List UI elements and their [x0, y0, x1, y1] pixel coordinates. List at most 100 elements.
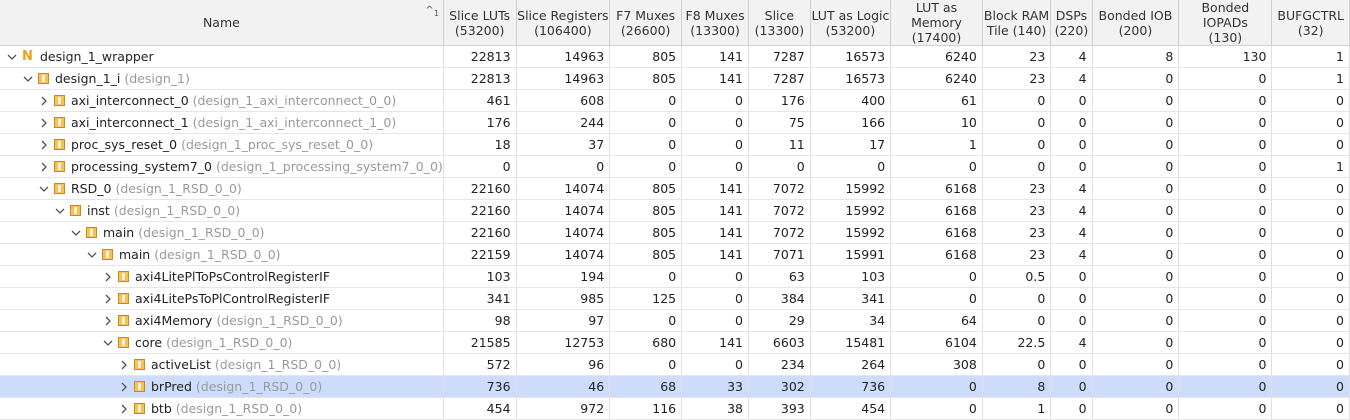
- name-cell[interactable]: axi4LitePsToPlControlRegisterIF: [0, 287, 444, 310]
- table-row[interactable]: activeList (design_1_RSD_0_0) 572 96 0 0 234 26…: [0, 353, 1350, 376]
- module-name: (design_1_RSD_0_0): [195, 379, 323, 394]
- chevron-down-icon[interactable]: [5, 52, 19, 62]
- instance-icon: [118, 337, 129, 348]
- column-header-bufgctrl[interactable]: BUFGCTRL (32): [1271, 0, 1350, 46]
- column-header-block-ram[interactable]: Block RAM Tile (140): [982, 0, 1052, 46]
- column-header-f8-muxes[interactable]: F8 Muxes (13300): [681, 0, 749, 46]
- chevron-right-icon[interactable]: [37, 140, 51, 150]
- name-cell[interactable]: axi_interconnect_0 (design_1_axi_intercon…: [0, 89, 444, 112]
- table-row[interactable]: main (design_1_RSD_0_0) 22160 14074 805 141 70…: [0, 221, 1350, 244]
- cell-bonded-iob: 0: [1092, 287, 1180, 310]
- chevron-down-icon[interactable]: [85, 250, 99, 260]
- column-header-name[interactable]: Name ^1: [0, 0, 444, 46]
- cell-f7-muxes: 805: [609, 45, 683, 68]
- cell-slice-registers: 37: [516, 133, 611, 156]
- instance-icon: [38, 73, 49, 84]
- table-row[interactable]: inst (design_1_RSD_0_0) 22160 14074 805 141 70…: [0, 199, 1350, 222]
- chevron-right-icon[interactable]: [37, 162, 51, 172]
- instance-name: proc_sys_reset_0: [71, 137, 178, 152]
- cell-block-ram: 23: [982, 243, 1052, 266]
- chevron-right-icon[interactable]: [101, 294, 115, 304]
- table-row[interactable]: main (design_1_RSD_0_0) 22159 14074 805 141 70…: [0, 243, 1350, 266]
- module-name: (design_1_RSD_0_0): [216, 313, 343, 328]
- table-row[interactable]: axi_interconnect_1 (design_1_axi_intercon…: [0, 111, 1350, 134]
- name-cell[interactable]: core (design_1_RSD_0_0): [0, 331, 444, 354]
- cell-slice: 6603: [748, 331, 811, 354]
- chevron-right-icon[interactable]: [101, 316, 115, 326]
- cell-f8-muxes: 0: [681, 111, 749, 134]
- name-cell[interactable]: axi4LitePlToPsControlRegisterIF: [0, 265, 444, 288]
- table-row[interactable]: brPred (design_1_RSD_0_0) 736 46 68 33 302 736 0…: [0, 375, 1350, 398]
- column-header-lut-as-logic[interactable]: LUT as Logic (53200): [810, 0, 892, 46]
- name-cell[interactable]: RSD_0 (design_1_RSD_0_0): [0, 177, 444, 200]
- cell-block-ram: 0: [982, 353, 1052, 376]
- name-cell[interactable]: design_1_i (design_1): [0, 67, 444, 90]
- chevron-right-icon[interactable]: [101, 272, 115, 282]
- column-header-dsps[interactable]: DSPs (220): [1050, 0, 1093, 46]
- module-name: (design_1_RSD_0_0): [175, 401, 303, 416]
- name-cell[interactable]: axi4Memory (design_1_RSD_0_0): [0, 309, 444, 332]
- table-row[interactable]: proc_sys_reset_0 (design_1_proc_sys_reset…: [0, 133, 1350, 156]
- instance-name: axi4LitePsToPlControlRegisterIF: [135, 291, 331, 306]
- name-cell[interactable]: axi_interconnect_1 (design_1_axi_intercon…: [0, 111, 444, 134]
- cell-f7-muxes: 116: [609, 397, 683, 420]
- instance-icon: [54, 161, 65, 172]
- cell-bufgctrl: 0: [1271, 287, 1350, 310]
- cell-bonded-iopads: 0: [1178, 155, 1273, 178]
- chevron-right-icon[interactable]: [37, 96, 51, 106]
- instance-icon: [54, 139, 65, 150]
- sort-ascending-icon[interactable]: ^1: [425, 5, 439, 18]
- name-cell[interactable]: btb (design_1_RSD_0_0): [0, 397, 444, 420]
- name-cell[interactable]: main (design_1_RSD_0_0): [0, 243, 444, 266]
- chevron-down-icon[interactable]: [37, 184, 51, 194]
- column-header-lut-as-memory[interactable]: LUT as Memory (17400): [890, 0, 983, 46]
- cell-lut-as-memory: 64: [890, 309, 983, 332]
- table-row[interactable]: RSD_0 (design_1_RSD_0_0) 22160 14074 805 141 7…: [0, 177, 1350, 200]
- name-cell[interactable]: proc_sys_reset_0 (design_1_proc_sys_reset…: [0, 133, 444, 156]
- name-cell[interactable]: brPred (design_1_RSD_0_0): [0, 375, 444, 398]
- instance-name: main: [103, 225, 135, 240]
- column-header-bonded-iob[interactable]: Bonded IOB (200): [1092, 0, 1180, 46]
- column-header-slice[interactable]: Slice (13300): [748, 0, 811, 46]
- table-row[interactable]: axi4LitePsToPlControlRegisterIF 341 985 125…: [0, 287, 1350, 310]
- cell-f7-muxes: 805: [609, 199, 683, 222]
- cell-slice: 384: [748, 287, 811, 310]
- table-row[interactable]: processing_system7_0 (design_1_processing…: [0, 155, 1350, 178]
- cell-block-ram: 23: [982, 221, 1052, 244]
- table-row[interactable]: design_1_i (design_1) 22813 14963 805 141 7287…: [0, 67, 1350, 90]
- chevron-right-icon[interactable]: [117, 360, 131, 370]
- chevron-right-icon[interactable]: [117, 404, 131, 414]
- chevron-down-icon[interactable]: [101, 338, 115, 348]
- table-row[interactable]: btb (design_1_RSD_0_0) 454 972 116 38 393 454 0 1…: [0, 397, 1350, 420]
- cell-bufgctrl: 0: [1271, 375, 1350, 398]
- name-cell[interactable]: inst (design_1_RSD_0_0): [0, 199, 444, 222]
- cell-f7-muxes: 0: [609, 309, 683, 332]
- column-header-slice-registers[interactable]: Slice Registers (106400): [516, 0, 611, 46]
- table-row[interactable]: core (design_1_RSD_0_0) 21585 12753 680 141 66…: [0, 331, 1350, 354]
- chevron-down-icon[interactable]: [21, 74, 35, 84]
- column-header-f7-muxes[interactable]: F7 Muxes (26600): [609, 0, 683, 46]
- table-row[interactable]: axi_interconnect_0 (design_1_axi_intercon…: [0, 89, 1350, 112]
- cell-lut-as-logic: 736: [810, 375, 892, 398]
- instance-icon: [70, 205, 81, 216]
- table-row[interactable]: axi4Memory (design_1_RSD_0_0) 98 97 0 0 29 34 64…: [0, 309, 1350, 332]
- cell-slice: 29: [748, 309, 811, 332]
- cell-bonded-iopads: 0: [1178, 133, 1273, 156]
- chevron-down-icon[interactable]: [69, 228, 83, 238]
- chevron-right-icon[interactable]: [37, 118, 51, 128]
- cell-bufgctrl: 0: [1271, 309, 1350, 332]
- cell-slice-luts: 22160: [443, 177, 517, 200]
- chevron-right-icon[interactable]: [117, 382, 131, 392]
- column-header-slice-luts[interactable]: Slice LUTs (53200): [443, 0, 517, 46]
- column-header-bonded-iopads[interactable]: Bonded IOPADs (130): [1178, 0, 1273, 46]
- chevron-down-icon[interactable]: [53, 206, 67, 216]
- table-row[interactable]: axi4LitePlToPsControlRegisterIF 103 194 0 0 6…: [0, 265, 1350, 288]
- cell-slice-luts: 0: [443, 155, 517, 178]
- cell-dsps: 0: [1050, 397, 1093, 420]
- name-cell[interactable]: activeList (design_1_RSD_0_0): [0, 353, 444, 376]
- cell-f7-muxes: 680: [609, 331, 683, 354]
- name-cell[interactable]: main (design_1_RSD_0_0): [0, 221, 444, 244]
- name-cell[interactable]: processing_system7_0 (design_1_processing…: [0, 155, 444, 178]
